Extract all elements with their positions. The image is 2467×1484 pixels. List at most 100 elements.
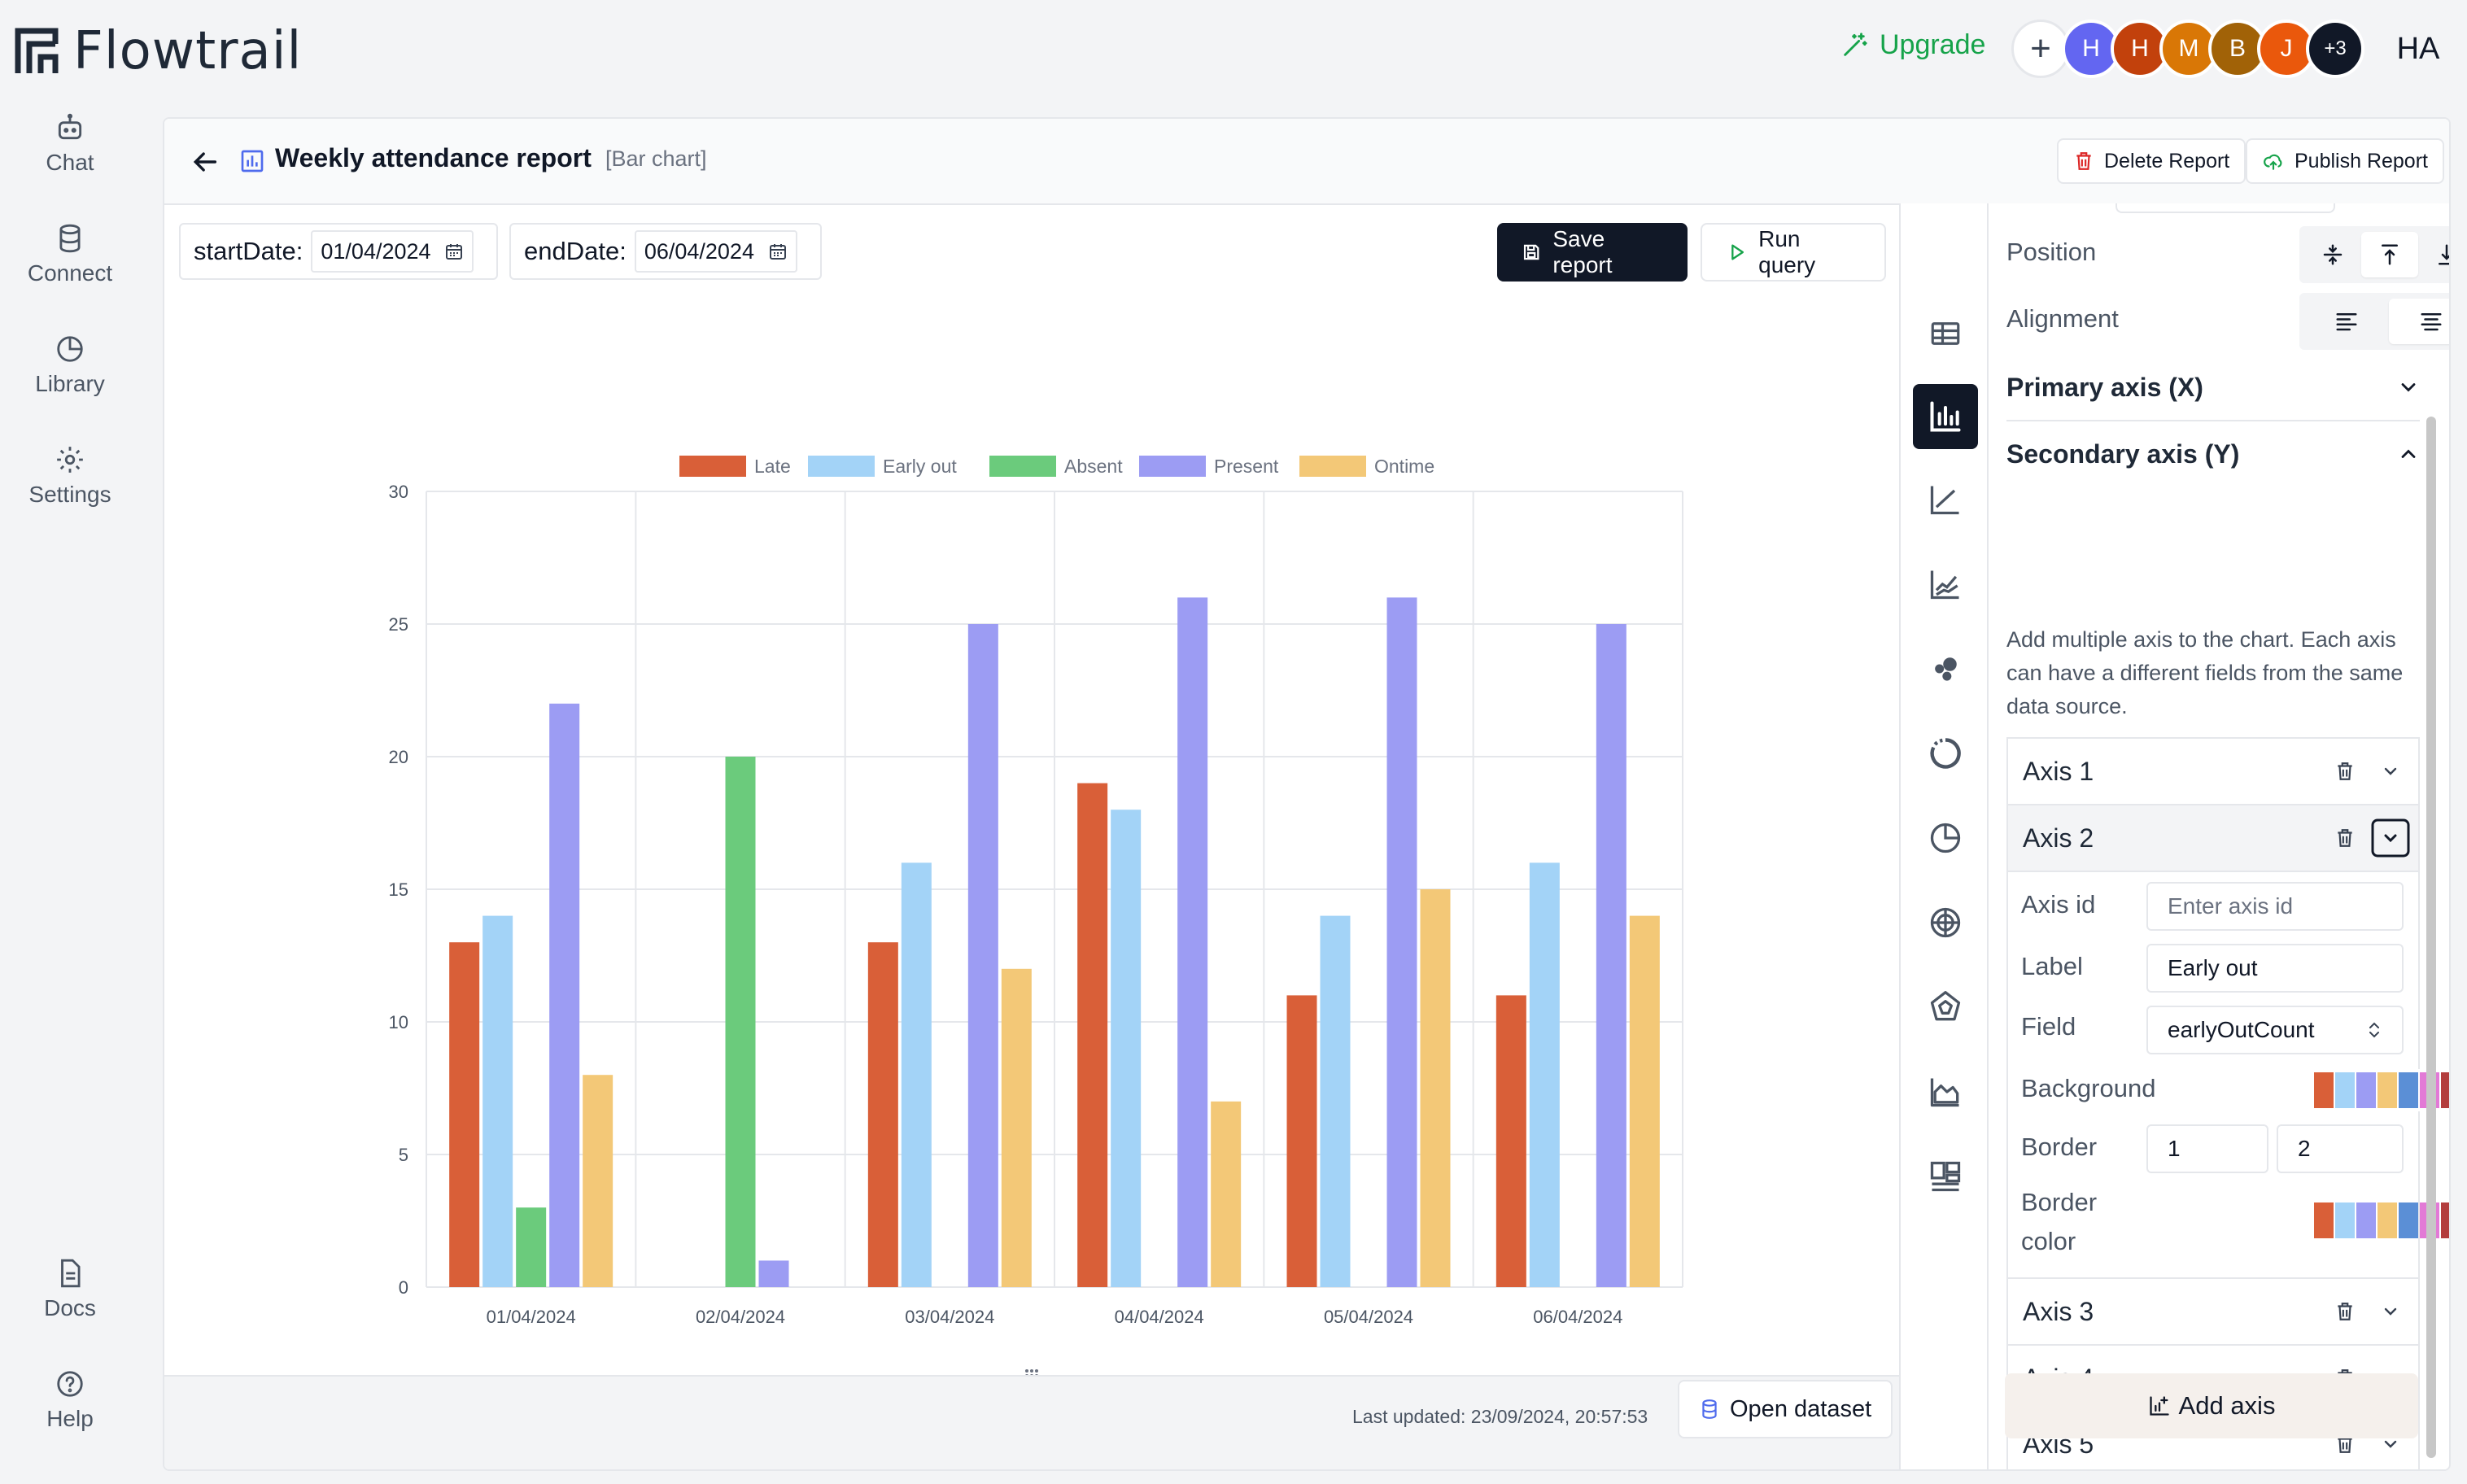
- border-width-input[interactable]: 1: [2146, 1124, 2268, 1173]
- legend-swatch: [679, 456, 746, 477]
- nav-library[interactable]: Library: [0, 334, 140, 397]
- delete-report-button[interactable]: Delete Report: [2057, 138, 2246, 184]
- axis-id-label: Axis id: [2021, 890, 2096, 919]
- bar-chart-icon: [1930, 401, 1961, 432]
- chart-type-dashboard[interactable]: [1913, 1144, 1978, 1209]
- alignment-center-button[interactable]: [2389, 299, 2449, 344]
- color-swatch[interactable]: [2314, 1072, 2334, 1108]
- axis-row-3[interactable]: Axis 3: [2006, 1277, 2420, 1344]
- border-radius-value: 2: [2298, 1136, 2311, 1161]
- chart-type-area[interactable]: [1913, 1059, 1978, 1124]
- add-axis-button[interactable]: Add axis: [2005, 1373, 2418, 1438]
- chart-type-radar[interactable]: [1913, 975, 1978, 1040]
- label-input[interactable]: Early out: [2146, 944, 2404, 993]
- x-tick-label: 03/04/2024: [905, 1307, 994, 1327]
- nav-label-docs: Docs: [44, 1295, 96, 1320]
- color-swatch[interactable]: [2335, 1202, 2355, 1238]
- nav-docs[interactable]: Docs: [0, 1258, 140, 1321]
- more-members-badge[interactable]: +3: [2306, 20, 2364, 78]
- field-select[interactable]: earlyOutCount: [2146, 1006, 2404, 1054]
- chart-type-polar[interactable]: [1913, 890, 1978, 955]
- calendar-icon[interactable]: [768, 242, 788, 261]
- position-label: Position: [2006, 238, 2097, 266]
- color-swatch[interactable]: [2356, 1202, 2376, 1238]
- position-top-button[interactable]: [2361, 232, 2418, 277]
- nav-label-settings: Settings: [28, 482, 111, 507]
- bar-late: [867, 942, 898, 1287]
- trash-icon[interactable]: [2322, 749, 2368, 794]
- nav-settings[interactable]: Settings: [0, 444, 140, 508]
- back-arrow-icon[interactable]: [192, 148, 220, 176]
- end-date-label: endDate:: [524, 237, 627, 265]
- axis-row-1[interactable]: Axis 1: [2006, 737, 2420, 804]
- chevron-down-icon[interactable]: [2368, 815, 2413, 861]
- color-swatch[interactable]: [2356, 1072, 2376, 1108]
- chart-type-multi-line[interactable]: [1913, 552, 1978, 617]
- nav-connect[interactable]: Connect: [0, 223, 140, 286]
- user-avatar[interactable]: HA: [2384, 20, 2452, 78]
- chart-type-bar[interactable]: [1913, 384, 1978, 449]
- axis-id-input[interactable]: Enter axis id: [2146, 882, 2404, 931]
- color-swatch[interactable]: [2335, 1072, 2355, 1108]
- chevron-down-icon[interactable]: [2368, 1289, 2413, 1334]
- x-tick-label: 04/04/2024: [1115, 1307, 1204, 1327]
- trash-icon[interactable]: [2322, 1289, 2368, 1334]
- legend-swatch: [989, 456, 1056, 477]
- border-radius-input[interactable]: 2: [2277, 1124, 2404, 1173]
- position-center-button[interactable]: [2304, 232, 2361, 277]
- chart-type-table[interactable]: [1913, 301, 1978, 366]
- chevron-up-icon: [2401, 449, 2416, 458]
- multi-line-icon: [1930, 570, 1959, 600]
- open-dataset-button[interactable]: Open dataset: [1678, 1380, 1893, 1438]
- color-swatch[interactable]: [2399, 1072, 2418, 1108]
- nav-chat[interactable]: Chat: [0, 112, 140, 176]
- color-swatch[interactable]: [2377, 1072, 2397, 1108]
- primary-axis-title: Primary axis (X): [2006, 372, 2203, 402]
- bar-chart: 0 5 10 15 20 25 30 01/04/2024 02/04/2024 03/04/20…: [164, 290, 1899, 1469]
- secondary-axis-section[interactable]: Secondary axis (Y): [2006, 421, 2420, 487]
- color-swatch[interactable]: [2377, 1202, 2397, 1238]
- start-date-input[interactable]: 01/04/2024: [311, 230, 474, 273]
- alignment-start-button[interactable]: [2304, 299, 2389, 344]
- bar-ontime: [583, 1075, 613, 1287]
- gear-icon: [57, 447, 83, 473]
- save-report-label: Save report: [1552, 226, 1613, 277]
- save-report-button[interactable]: Save report: [1497, 223, 1688, 282]
- panel-scrollbar[interactable]: [2426, 417, 2436, 1458]
- axis-id-placeholder: Enter axis id: [2168, 893, 2294, 919]
- primary-axis-section[interactable]: Primary axis (X): [2006, 355, 2420, 421]
- legend-swatch: [1139, 456, 1206, 477]
- axis-name: Axis 1: [2023, 756, 2094, 786]
- axis-row-2[interactable]: Axis 2: [2006, 804, 2420, 871]
- position-bottom-button[interactable]: [2418, 232, 2449, 277]
- bar-ontime: [1420, 889, 1451, 1287]
- nav-help[interactable]: Help: [0, 1368, 140, 1432]
- text-align-center-icon: [2421, 313, 2442, 331]
- upgrade-button[interactable]: Upgrade: [1840, 29, 1985, 61]
- publish-report-button[interactable]: Publish Report: [2246, 138, 2444, 184]
- app-logo[interactable]: Flowtrail: [15, 21, 302, 81]
- chevron-down-icon[interactable]: [2368, 749, 2413, 794]
- trash-icon[interactable]: [2322, 815, 2368, 861]
- chevron-down-icon: [2401, 383, 2416, 392]
- chart-svg: 0 5 10 15 20 25 30 01/04/2024 02/04/2024 03/04/20…: [389, 456, 1683, 1327]
- color-swatch[interactable]: [2441, 1072, 2449, 1108]
- end-date-input[interactable]: 06/04/2024: [634, 230, 797, 273]
- chart-type-pie[interactable]: [1913, 805, 1978, 871]
- bar-chart-icon: [241, 150, 264, 172]
- chevron-down-icon[interactable]: [2368, 1421, 2413, 1467]
- member-avatar[interactable]: J: [2257, 20, 2316, 78]
- chart-type-scatter[interactable]: [1913, 636, 1978, 701]
- color-swatch[interactable]: [2441, 1202, 2449, 1238]
- chart-type-doughnut[interactable]: [1913, 721, 1978, 786]
- calendar-icon[interactable]: [444, 242, 464, 261]
- upgrade-label: Upgrade: [1880, 29, 1986, 60]
- bar-present: [1386, 597, 1417, 1287]
- member-avatar[interactable]: H: [2111, 20, 2169, 78]
- chart-type-line[interactable]: [1913, 467, 1978, 532]
- add-member-button[interactable]: +: [2011, 20, 2070, 78]
- run-query-button[interactable]: Run query: [1701, 223, 1886, 282]
- color-swatch[interactable]: [2314, 1202, 2334, 1238]
- y-tick-label: 5: [399, 1145, 408, 1165]
- color-swatch[interactable]: [2399, 1202, 2418, 1238]
